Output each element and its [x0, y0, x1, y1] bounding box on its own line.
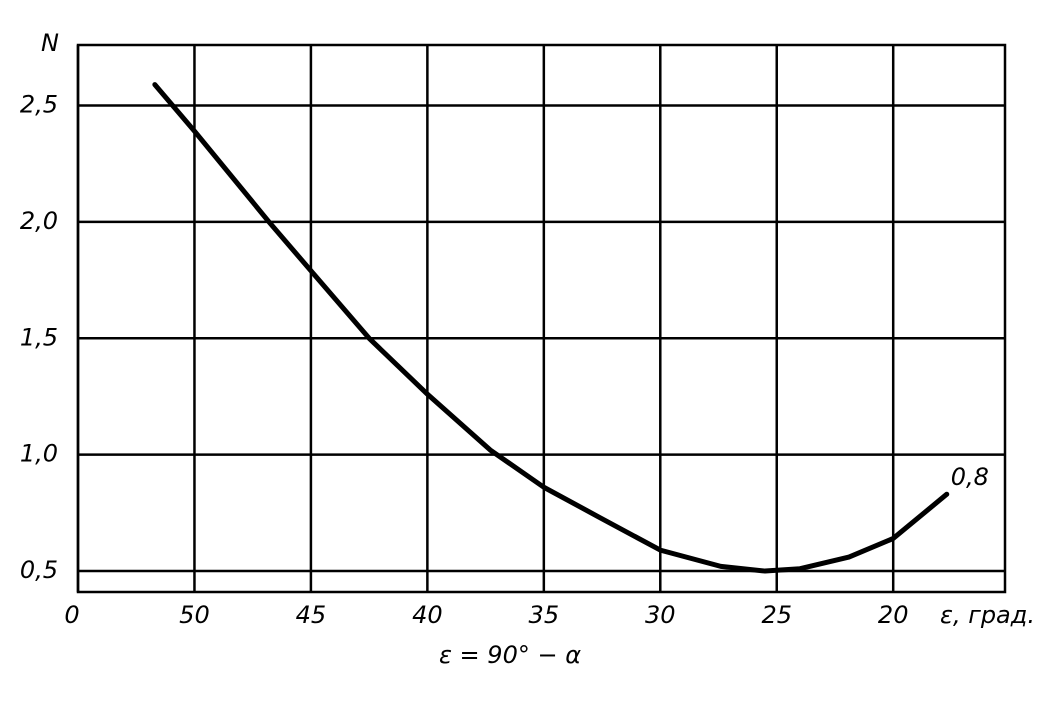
x-tick-label: 30 — [645, 601, 676, 629]
x-tick-label: 35 — [529, 601, 560, 629]
annotation: 0,8 — [951, 463, 989, 491]
x-tick-label: 20 — [878, 601, 909, 629]
x-axis-formula: ε = 90° − α — [439, 641, 581, 669]
x-tick-label: 25 — [761, 601, 792, 629]
data-line — [152, 82, 950, 574]
x-tick-label: 45 — [296, 601, 327, 629]
x-tick-label: 40 — [412, 601, 443, 629]
y-tick-label: 0,5 — [20, 556, 58, 584]
plot-frame — [76, 43, 1007, 594]
y-tick-label: 2,0 — [20, 207, 58, 235]
x-tick-label: 0 — [64, 601, 79, 629]
y-tick-label: 1,5 — [20, 323, 58, 351]
x-axis-label: ε, град. — [940, 601, 1035, 629]
y-tick-label: 2,5 — [20, 91, 58, 119]
x-tick-label: 50 — [179, 601, 210, 629]
y-axis-label: N — [41, 29, 59, 57]
y-tick-label: 1,0 — [20, 440, 58, 468]
